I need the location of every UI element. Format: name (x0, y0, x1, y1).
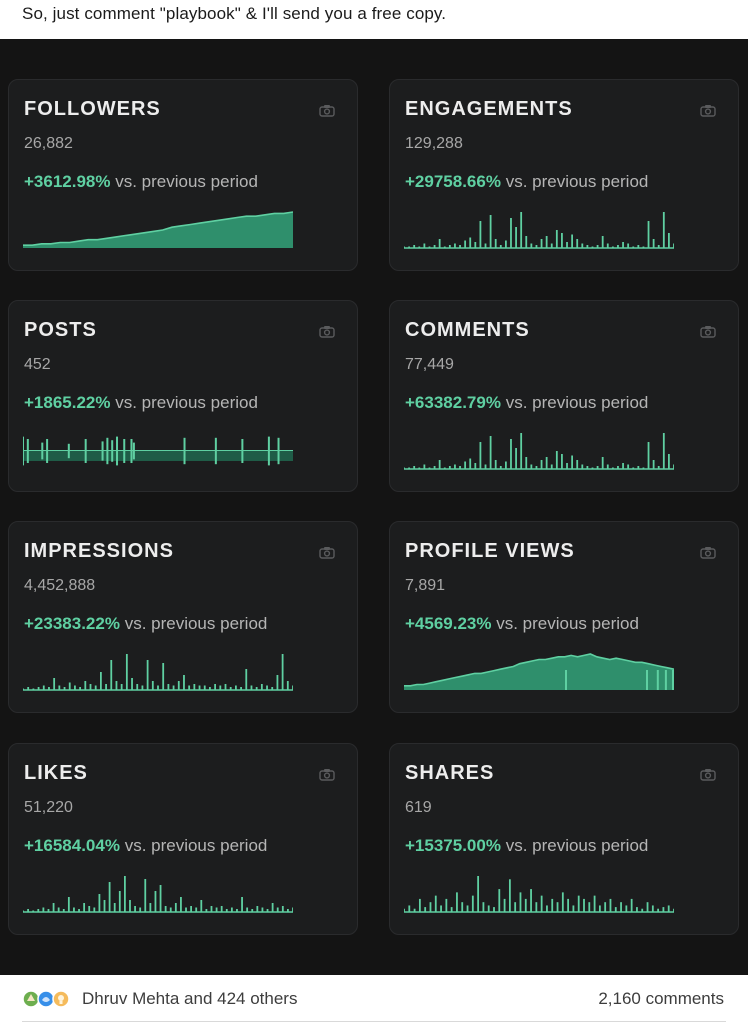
comments-count-link[interactable]: 2,160 comments (598, 989, 724, 1008)
card-change: +1865.22% vs. previous period (24, 393, 258, 413)
camera-icon[interactable] (700, 768, 716, 781)
vs-label: vs. previous period (115, 393, 258, 412)
post-footer: Dhruv Mehta and 424 others 2,160 comment… (0, 975, 748, 1024)
card-value: 129,288 (405, 135, 463, 152)
celebrate-icon (22, 990, 40, 1008)
card-change: +15375.00% vs. previous period (405, 836, 648, 856)
card-title: IMPRESSIONS (24, 540, 174, 562)
card-change: +63382.79% vs. previous period (405, 393, 648, 413)
card-title: ENGAGEMENTS (405, 98, 573, 120)
card-title: LIKES (24, 762, 88, 784)
card-comments: COMMENTS 77,449 +63382.79% vs. previous … (389, 300, 739, 492)
camera-icon[interactable] (319, 768, 335, 781)
vs-label: vs. previous period (115, 172, 258, 191)
card-likes: LIKES 51,220 +16584.04% vs. previous per… (8, 743, 358, 935)
vs-label: vs. previous period (124, 836, 268, 855)
card-change: +16584.04% vs. previous period (24, 836, 267, 856)
post-text: So, just comment "playbook" & I'll send … (22, 4, 447, 23)
sparkline-line (23, 211, 293, 246)
sparkline-profile-views (404, 653, 674, 690)
card-value: 619 (405, 799, 432, 816)
change-percent: +63382.79% (405, 393, 501, 412)
card-value: 51,220 (24, 799, 73, 816)
sparkline-line (404, 653, 674, 687)
vs-label: vs. previous period (496, 614, 639, 633)
change-percent: +1865.22% (24, 393, 111, 412)
card-shares: SHARES 619 +15375.00% vs. previous perio… (389, 743, 739, 935)
card-value: 7,891 (405, 577, 446, 594)
camera-icon[interactable] (700, 104, 716, 117)
camera-icon[interactable] (319, 546, 335, 559)
card-value: 77,449 (405, 356, 454, 373)
card-change: +23383.22% vs. previous period (24, 614, 267, 634)
change-percent: +16584.04% (24, 836, 120, 855)
card-title: PROFILE VIEWS (405, 540, 575, 562)
support-icon (37, 990, 55, 1008)
card-value: 452 (24, 356, 51, 373)
vs-label: vs. previous period (505, 836, 649, 855)
card-engagements: ENGAGEMENTS 129,288 +29758.66% vs. previ… (389, 79, 739, 271)
insightful-icon (52, 990, 70, 1008)
sparkline-area (23, 212, 293, 248)
card-posts: POSTS 452 +1865.22% vs. previous period (8, 300, 358, 492)
sparkline-followers (23, 211, 293, 248)
card-change: +29758.66% vs. previous period (405, 172, 648, 192)
sparkline-area (404, 654, 674, 690)
card-profile-views: PROFILE VIEWS 7,891 +4569.23% vs. previo… (389, 521, 739, 713)
camera-icon[interactable] (700, 325, 716, 338)
card-title: FOLLOWERS (24, 98, 161, 120)
card-value: 4,452,888 (24, 577, 96, 594)
card-title: COMMENTS (405, 319, 530, 341)
card-impressions: IMPRESSIONS 4,452,888 +23383.22% vs. pre… (8, 521, 358, 713)
change-percent: +29758.66% (405, 172, 501, 191)
divider (22, 1021, 726, 1022)
change-percent: +15375.00% (405, 836, 501, 855)
card-title: POSTS (24, 319, 97, 341)
vs-label: vs. previous period (124, 614, 268, 633)
change-percent: +4569.23% (405, 614, 492, 633)
change-percent: +3612.98% (24, 172, 111, 191)
reactors-link[interactable]: Dhruv Mehta and 424 others (82, 989, 298, 1008)
sparkline-likes (23, 876, 293, 913)
camera-icon[interactable] (319, 104, 335, 117)
vs-label: vs. previous period (505, 172, 649, 191)
vs-label: vs. previous period (505, 393, 649, 412)
camera-icon[interactable] (319, 325, 335, 338)
card-change: +3612.98% vs. previous period (24, 172, 258, 192)
card-followers: FOLLOWERS 26,882 +3612.98% vs. previous … (8, 79, 358, 271)
reaction-icons[interactable] (22, 989, 76, 1009)
sparkline-posts (23, 436, 293, 466)
analytics-dashboard: FOLLOWERS 26,882 +3612.98% vs. previous … (0, 39, 748, 975)
sparkline-impressions (23, 654, 293, 691)
card-value: 26,882 (24, 135, 73, 152)
sparkline-band (23, 451, 293, 461)
sparkline-engagements (404, 212, 674, 249)
sparkline-shares (404, 876, 674, 913)
sparkline-comments (404, 433, 674, 470)
change-percent: +23383.22% (24, 614, 120, 633)
card-title: SHARES (405, 762, 495, 784)
camera-icon[interactable] (700, 546, 716, 559)
card-change: +4569.23% vs. previous period (405, 614, 639, 634)
